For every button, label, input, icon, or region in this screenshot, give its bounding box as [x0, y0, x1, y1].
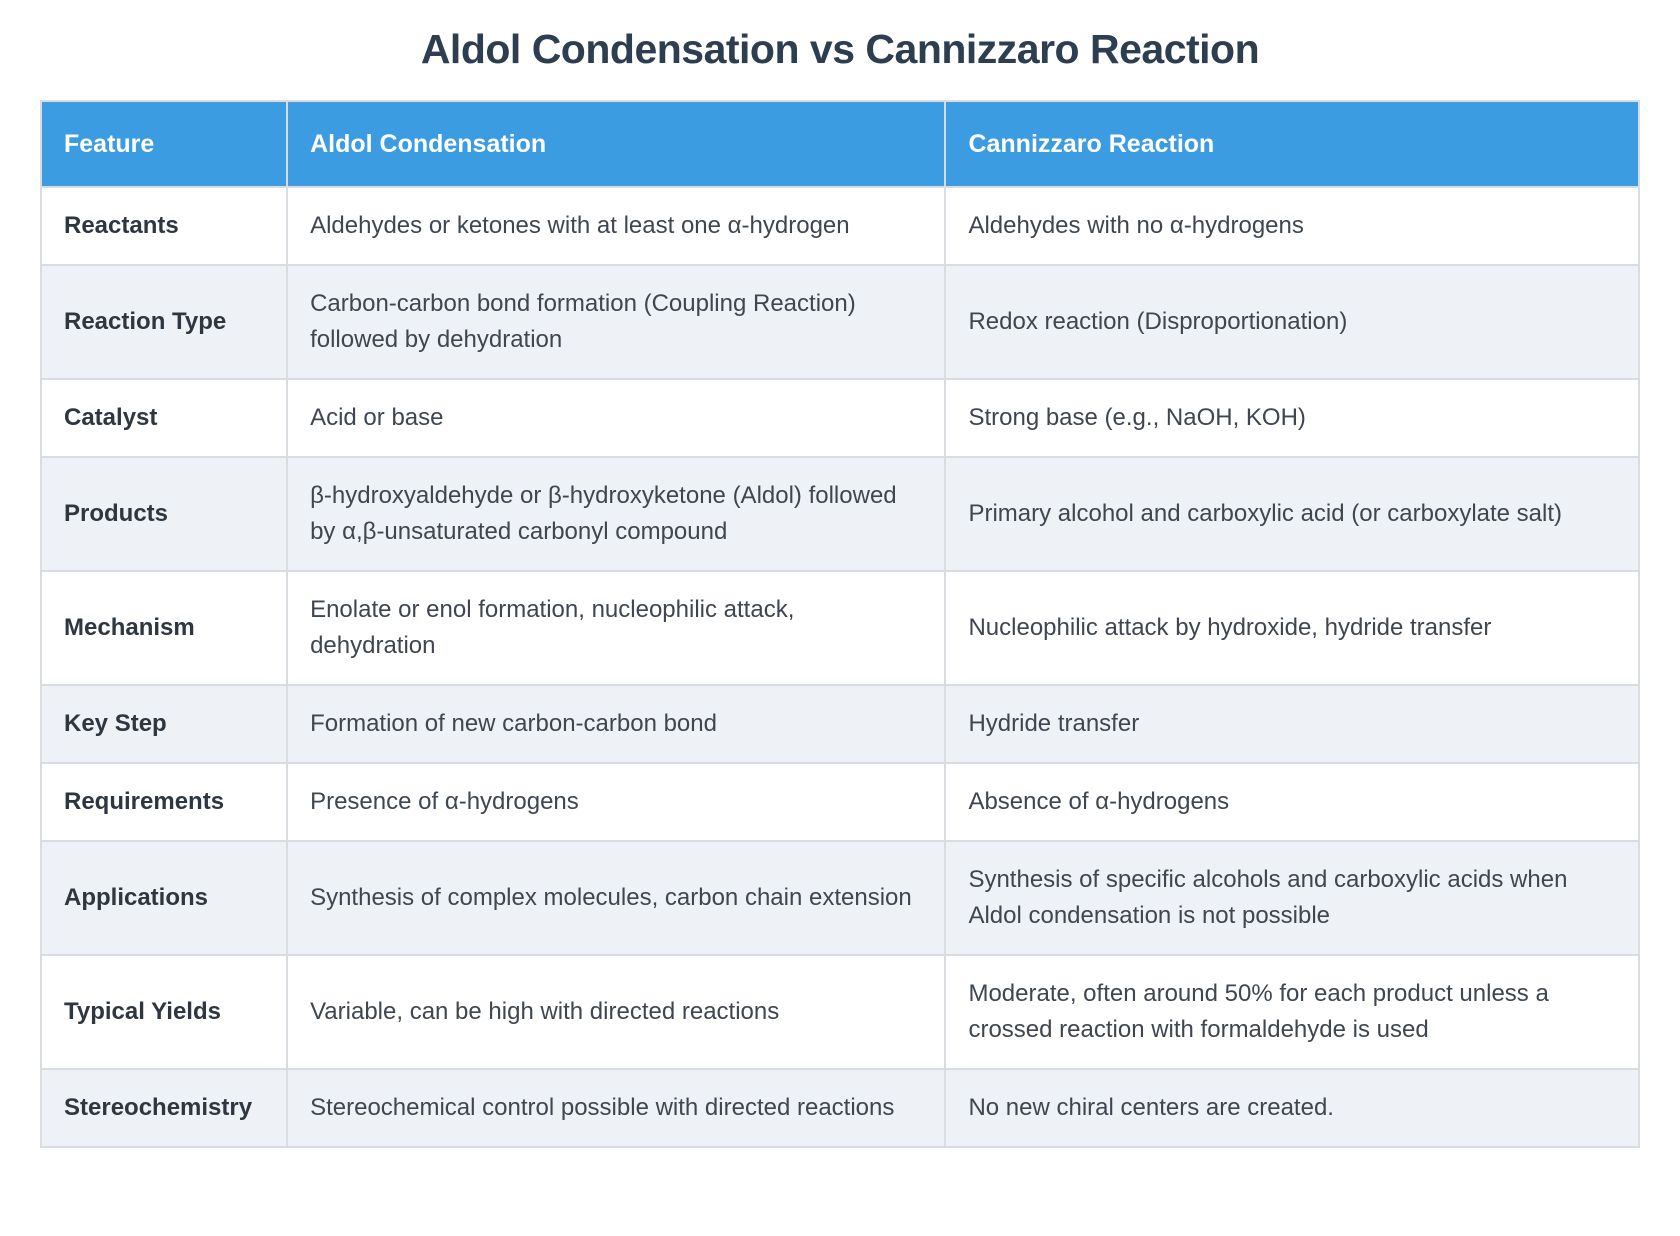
aldol-value: Variable, can be high with directed reac… — [286, 954, 947, 1070]
comparison-table: Feature Aldol Condensation Cannizzaro Re… — [39, 100, 1640, 1148]
cannizzaro-value: Synthesis of specific alcohols and carbo… — [944, 840, 1640, 956]
column-header-cannizzaro-reaction: Cannizzaro Reaction — [944, 100, 1640, 188]
aldol-value: Synthesis of complex molecules, carbon c… — [286, 840, 947, 956]
feature-label: Typical Yields — [39, 954, 289, 1070]
table-row: Mechanism Enolate or enol formation, nuc… — [39, 570, 1640, 686]
page-title: Aldol Condensation vs Cannizzaro Reactio… — [420, 26, 1260, 72]
aldol-value: Enolate or enol formation, nucleophilic … — [286, 570, 947, 686]
feature-label: Key Step — [39, 684, 289, 764]
feature-label: Requirements — [39, 762, 289, 842]
aldol-value: Acid or base — [286, 378, 947, 458]
column-header-feature: Feature — [39, 100, 289, 188]
cannizzaro-value: Strong base (e.g., NaOH, KOH) — [944, 378, 1640, 458]
table-row: Reaction Type Carbon-carbon bond formati… — [39, 264, 1640, 380]
feature-label: Reaction Type — [39, 264, 289, 380]
aldol-value: Stereochemical control possible with dir… — [286, 1068, 947, 1148]
cannizzaro-value: Primary alcohol and carboxylic acid (or … — [944, 456, 1640, 572]
cannizzaro-value: No new chiral centers are created. — [944, 1068, 1640, 1148]
feature-label: Stereochemistry — [39, 1068, 289, 1148]
cannizzaro-value: Hydride transfer — [944, 684, 1640, 764]
cannizzaro-value: Nucleophilic attack by hydroxide, hydrid… — [944, 570, 1640, 686]
table-row: Applications Synthesis of complex molecu… — [39, 840, 1640, 956]
table-row: Catalyst Acid or base Strong base (e.g.,… — [39, 378, 1640, 458]
table-row: Reactants Aldehydes or ketones with at l… — [39, 186, 1640, 266]
cannizzaro-value: Absence of α-hydrogens — [944, 762, 1640, 842]
feature-label: Mechanism — [39, 570, 289, 686]
comparison-table-container: Feature Aldol Condensation Cannizzaro Re… — [39, 100, 1640, 1148]
aldol-value: Carbon-carbon bond formation (Coupling R… — [286, 264, 947, 380]
feature-label: Products — [39, 456, 289, 572]
cannizzaro-value: Aldehydes with no α-hydrogens — [944, 186, 1640, 266]
cannizzaro-value: Moderate, often around 50% for each prod… — [944, 954, 1640, 1070]
aldol-value: Aldehydes or ketones with at least one α… — [286, 186, 947, 266]
aldol-value: Presence of α-hydrogens — [286, 762, 947, 842]
table-row: Typical Yields Variable, can be high wit… — [39, 954, 1640, 1070]
feature-label: Applications — [39, 840, 289, 956]
table-row: Products β-hydroxyaldehyde or β-hydroxyk… — [39, 456, 1640, 572]
aldol-value: β-hydroxyaldehyde or β-hydroxyketone (Al… — [286, 456, 947, 572]
table-header-row: Feature Aldol Condensation Cannizzaro Re… — [39, 100, 1640, 188]
column-header-aldol-condensation: Aldol Condensation — [286, 100, 947, 188]
table-row: Stereochemistry Stereochemical control p… — [39, 1068, 1640, 1148]
table-row: Key Step Formation of new carbon-carbon … — [39, 684, 1640, 764]
cannizzaro-value: Redox reaction (Disproportionation) — [944, 264, 1640, 380]
feature-label: Reactants — [39, 186, 289, 266]
feature-label: Catalyst — [39, 378, 289, 458]
aldol-value: Formation of new carbon-carbon bond — [286, 684, 947, 764]
table-row: Requirements Presence of α-hydrogens Abs… — [39, 762, 1640, 842]
